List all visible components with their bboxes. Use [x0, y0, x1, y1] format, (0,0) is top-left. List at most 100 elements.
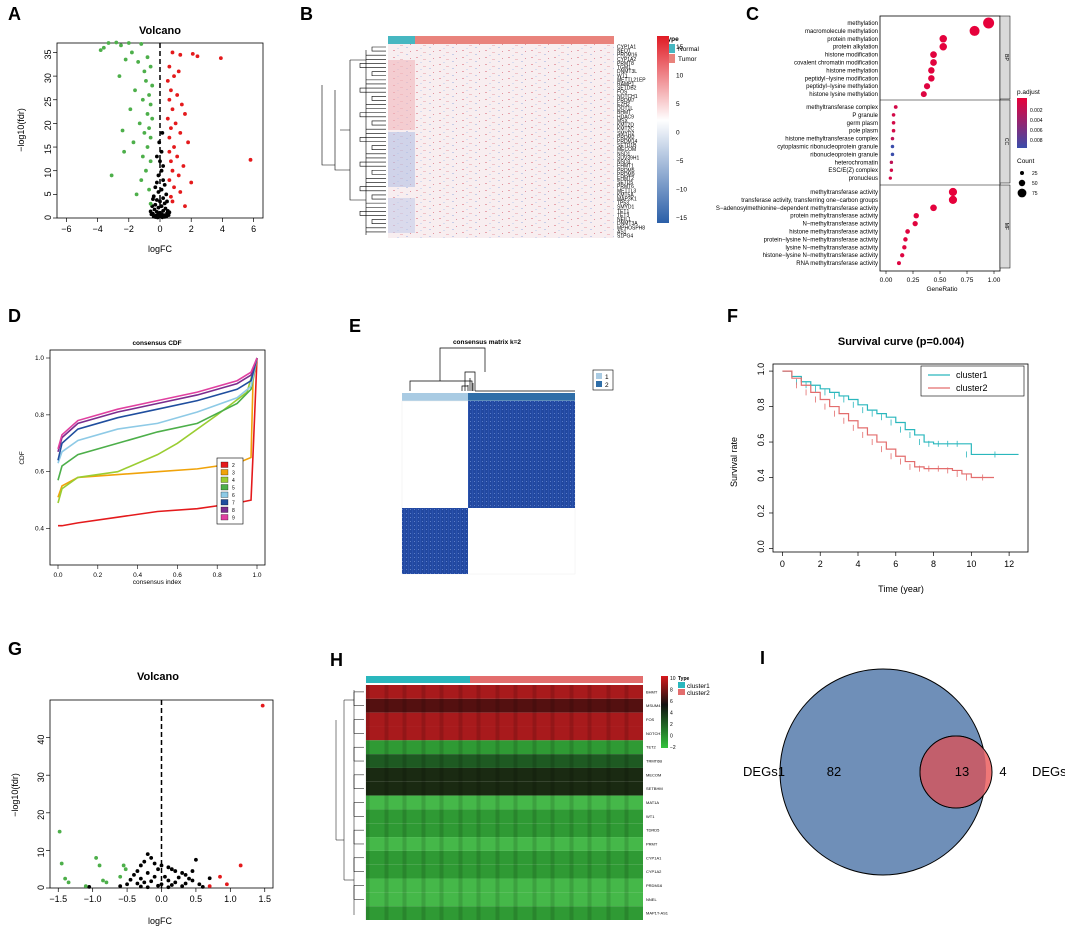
- panel-c-dot: [896, 261, 901, 266]
- panel-b-gene-label: PRMT6: [617, 184, 634, 190]
- panel-d-legend-box: [216, 457, 244, 525]
- panel-c-term-label: histone methyltransferase complex: [785, 137, 878, 143]
- panel-b-gene-label: METTL3: [617, 188, 636, 194]
- panel-d-legend-label: 9: [232, 516, 235, 522]
- panel-a-y-tick-label: 0: [43, 215, 53, 220]
- panel-b-scale-tick: 0: [676, 130, 680, 137]
- panel-c-dot: [902, 245, 907, 250]
- panel-a-point-down: [128, 107, 133, 112]
- panel-e-legend-2: 2: [605, 382, 609, 389]
- panel-g-y-ticks: 0 10 20 30 40: [36, 735, 50, 890]
- panel-a-point-up: [248, 157, 253, 162]
- panel-d-x-tick-label: 0.0: [53, 572, 62, 579]
- panel-h-legend-c1: cluster1: [687, 683, 710, 690]
- panel-f-x-tick-label: 4: [855, 559, 860, 569]
- panel-b-gene-label: EHMT1: [617, 164, 634, 170]
- panel-c-term-label: pronucleus: [849, 176, 878, 182]
- panel-a-y-tick-label: 30: [43, 73, 53, 83]
- panel-g-point-ns: [118, 884, 123, 889]
- panel-c-x-ticks: 0.00 0.25 0.50 0.75 1.00: [880, 271, 1001, 284]
- panel-g-point-ns: [145, 885, 150, 890]
- panel-c-body: BP methylation macromolecule methylation pr…: [716, 15, 1011, 269]
- panel-a-point-ns: [158, 159, 162, 164]
- panel-b-scale-tick: 10: [676, 73, 684, 80]
- panel-g-point-down: [59, 861, 64, 866]
- panel-h-row: [366, 795, 643, 810]
- panel-i-venn: 82 13 4 DEGs1 DEGs2: [743, 668, 1065, 876]
- panel-a-point-down: [145, 55, 150, 60]
- panel-c-padj-tick: 0.004: [1030, 118, 1043, 124]
- panel-g-point-ns: [200, 884, 205, 889]
- panel-a-y-tick-label: 35: [43, 49, 53, 59]
- panel-d-legend-swatch: [220, 461, 229, 468]
- panel-g-point-down: [118, 874, 123, 879]
- panel-b-dendro-lines: [321, 46, 386, 235]
- panel-letter-a: A: [8, 4, 21, 24]
- panel-a-point-ns: [153, 185, 158, 190]
- panel-c-strip: [999, 99, 1011, 184]
- panel-a-point-up: [169, 126, 173, 131]
- panel-a-y-label: −log10(fdr): [16, 108, 26, 152]
- panel-a-y-tick-label: 20: [43, 120, 53, 130]
- panel-a-point-down: [150, 116, 155, 121]
- panel-c-count-dot: [1017, 188, 1027, 198]
- panel-d-y-tick-label: 0.8: [35, 412, 44, 419]
- panel-g-point-up: [207, 884, 212, 889]
- panel-a-point-up: [169, 88, 173, 93]
- panel-g-x-tick-label: 1.0: [224, 894, 237, 904]
- panel-b-gene-label: PRDM2: [617, 135, 635, 141]
- panel-d-legend-swatch: [220, 499, 229, 506]
- panel-h-gene-label: MSUM4: [646, 703, 661, 708]
- panel-d-legend-label: 4: [232, 478, 235, 484]
- panel-d-consensus-cdf: consensus CDF 0.0 0.2 0.4 0.6 0.8 1.0 0.40.60…: [19, 340, 266, 586]
- panel-c-term-label: transferase activity, transferring one−c…: [741, 198, 878, 204]
- panel-a-point-up: [176, 173, 181, 178]
- panel-b-gene-label: KMT2D: [617, 123, 634, 129]
- panel-g-y-tick-label: 30: [36, 772, 46, 782]
- panel-f-x-tick-label: 10: [966, 559, 976, 569]
- panel-a-point-down: [123, 57, 128, 62]
- panel-g-point-down: [57, 829, 62, 834]
- panel-b-gene-label: PRDM14: [617, 139, 638, 145]
- panel-c-dot: [930, 204, 937, 212]
- panel-d-legend-swatch: [220, 506, 229, 513]
- panel-h-row: [366, 767, 643, 782]
- panel-a-point-up: [175, 154, 180, 159]
- panel-a-point-up: [169, 159, 173, 164]
- panel-c-dot: [889, 168, 894, 172]
- panel-h-gene-label: TRMT6B: [646, 759, 662, 764]
- panel-c-term-label: macromolecule methylation: [805, 29, 878, 35]
- panel-letter-e: E: [349, 316, 361, 336]
- panel-g-point-ns: [173, 869, 178, 873]
- panel-h-heatmap: BHMT MSUM4 FOS NOTCH1 TET2 TRMT6B MECOM SETBHM M…: [335, 676, 710, 920]
- panel-a-point-down: [109, 173, 114, 178]
- panel-h-gene-label: CYP1A2: [646, 869, 662, 874]
- panel-c-strip-label: MF: [1003, 223, 1009, 230]
- panel-h-row: [366, 850, 643, 865]
- panel-c-term-label: germ plasm: [847, 121, 878, 127]
- panel-c-term-label: histone methyltransferase activity: [789, 230, 878, 236]
- panel-d-line-k9: [57, 357, 258, 450]
- panel-a-point-down: [147, 187, 151, 192]
- panel-a-point-down: [145, 145, 150, 149]
- panel-b-gene-label: METTL21EP: [617, 77, 646, 83]
- panel-c-term-label: P granule: [852, 113, 878, 119]
- panel-c-padj-tick: 0.008: [1030, 138, 1043, 144]
- panel-c-strip: [999, 15, 1011, 100]
- panel-h-legend-c1-swatch: [678, 682, 685, 688]
- panel-g-point-ns: [149, 856, 154, 860]
- panel-a-point-ns: [155, 215, 160, 220]
- panel-c-dot: [888, 176, 892, 180]
- panel-h-row: [366, 740, 643, 755]
- panel-c-dot: [928, 67, 935, 74]
- panel-g-point-ns: [149, 879, 154, 884]
- panel-b-gene-label: TGM1: [617, 65, 631, 71]
- panel-e-block-cluster2: [468, 401, 575, 508]
- panel-d-x-tick-label: 0.8: [213, 572, 222, 579]
- panel-a-x-ticks: −6 −4 −2 0 2 4 6: [61, 218, 256, 234]
- panel-g-point-ns: [132, 872, 136, 877]
- panel-a-point-ns: [167, 210, 172, 215]
- panel-a-point-ns: [162, 182, 167, 187]
